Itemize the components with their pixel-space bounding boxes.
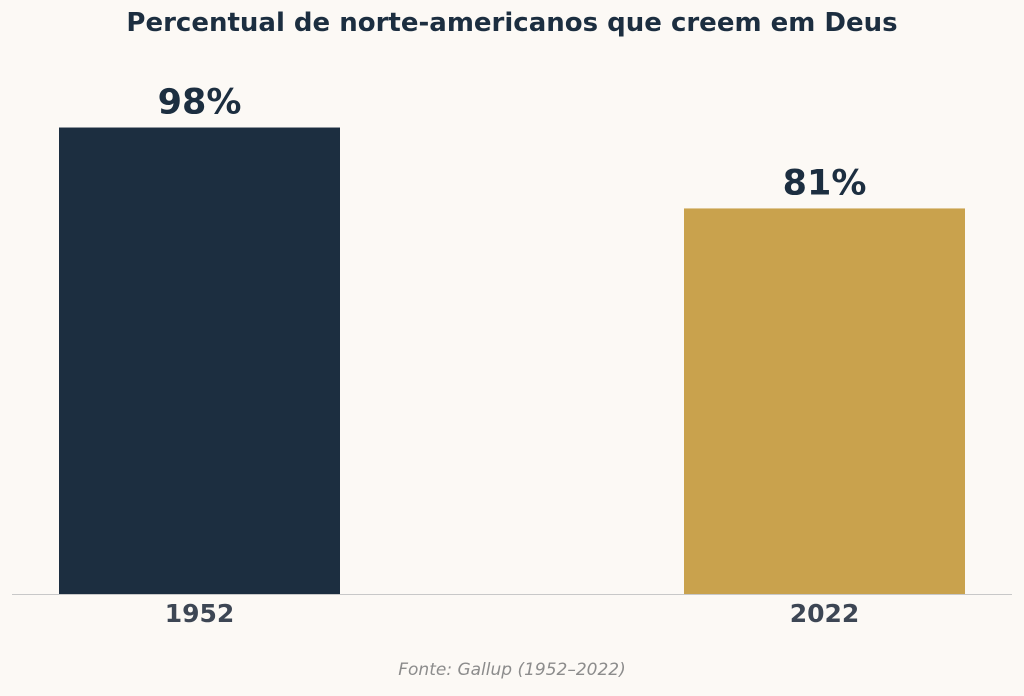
x-tick-label-2022: 2022 [790, 599, 860, 628]
chart-title: Percentual de norte-americanos que creem… [126, 8, 898, 38]
bar-2022 [684, 208, 965, 594]
x-tick-label-1952: 1952 [165, 599, 235, 628]
value-label-1952: 98% [158, 83, 242, 123]
value-label-2022: 81% [783, 163, 867, 203]
bar-1952 [59, 127, 340, 595]
source-note: Fonte: Gallup (1952–2022) [398, 660, 626, 680]
